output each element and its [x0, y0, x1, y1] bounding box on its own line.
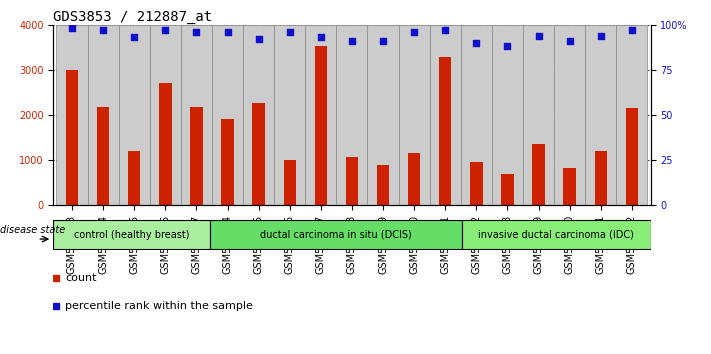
FancyBboxPatch shape [368, 25, 399, 205]
Text: invasive ductal carcinoma (IDC): invasive ductal carcinoma (IDC) [479, 229, 634, 240]
FancyBboxPatch shape [210, 220, 462, 249]
FancyBboxPatch shape [305, 25, 336, 205]
Bar [563, 168, 576, 205]
Point [97, 27, 109, 33]
Bar [626, 108, 638, 205]
Text: count: count [65, 273, 97, 283]
Bar [470, 162, 483, 205]
FancyBboxPatch shape [243, 25, 274, 205]
FancyBboxPatch shape [53, 220, 210, 249]
FancyBboxPatch shape [212, 25, 243, 205]
Point [159, 27, 171, 33]
Point [222, 29, 233, 35]
Point [502, 44, 513, 49]
Bar [284, 160, 296, 205]
Point [408, 29, 419, 35]
Bar [533, 144, 545, 205]
Bar [191, 107, 203, 205]
FancyBboxPatch shape [429, 25, 461, 205]
Point [626, 27, 638, 33]
FancyBboxPatch shape [119, 25, 150, 205]
Bar [346, 158, 358, 205]
FancyBboxPatch shape [461, 25, 492, 205]
Point [66, 25, 77, 31]
FancyBboxPatch shape [274, 25, 305, 205]
FancyBboxPatch shape [616, 25, 648, 205]
Bar [377, 165, 390, 205]
Bar [128, 151, 140, 205]
Bar [97, 107, 109, 205]
Text: control (healthy breast): control (healthy breast) [74, 229, 190, 240]
Bar [314, 46, 327, 205]
FancyBboxPatch shape [181, 25, 212, 205]
FancyBboxPatch shape [554, 25, 585, 205]
Point [191, 29, 202, 35]
Point [315, 35, 326, 40]
FancyBboxPatch shape [399, 25, 429, 205]
Point [471, 40, 482, 46]
Bar [65, 70, 78, 205]
FancyBboxPatch shape [150, 25, 181, 205]
Text: percentile rank within the sample: percentile rank within the sample [65, 301, 253, 311]
Point [533, 33, 545, 39]
FancyBboxPatch shape [492, 25, 523, 205]
FancyBboxPatch shape [87, 25, 119, 205]
Text: disease state: disease state [0, 225, 65, 235]
Point [129, 35, 140, 40]
FancyBboxPatch shape [56, 25, 87, 205]
Bar [252, 103, 264, 205]
FancyBboxPatch shape [523, 25, 554, 205]
Text: GDS3853 / 212887_at: GDS3853 / 212887_at [53, 10, 213, 24]
Bar [439, 57, 451, 205]
FancyBboxPatch shape [585, 25, 616, 205]
Point [439, 27, 451, 33]
Point [284, 29, 296, 35]
Point [564, 38, 575, 44]
Bar [408, 153, 420, 205]
Text: ductal carcinoma in situ (DCIS): ductal carcinoma in situ (DCIS) [260, 229, 412, 240]
FancyBboxPatch shape [336, 25, 368, 205]
FancyBboxPatch shape [462, 220, 651, 249]
Bar [501, 174, 513, 205]
Bar [221, 119, 234, 205]
Point [253, 36, 264, 42]
Point [378, 38, 389, 44]
Bar [594, 151, 607, 205]
Point [595, 33, 606, 39]
Bar [159, 84, 171, 205]
Point [346, 38, 358, 44]
